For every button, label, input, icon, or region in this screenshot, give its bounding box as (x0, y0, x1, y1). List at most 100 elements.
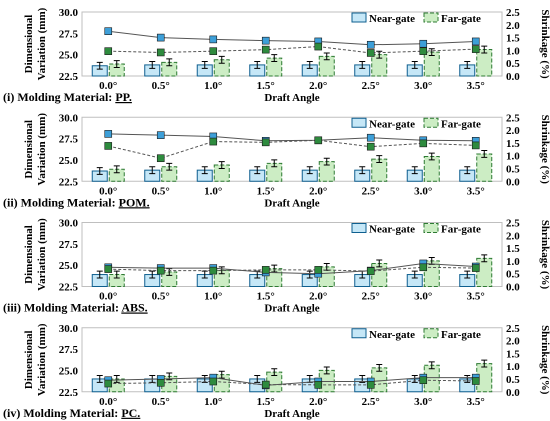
x-tick-label: 1.0° (204, 291, 222, 303)
x-tick-label: 2.0° (309, 80, 327, 92)
x-tick-label: 3.5° (467, 80, 485, 92)
error-bar (411, 166, 418, 175)
far-gate-shrinkage-point (366, 49, 375, 57)
caption-material: ABS. (121, 301, 147, 315)
y-tick-label: 30.0 (59, 112, 79, 124)
legend-swatch-far-gate (423, 223, 439, 233)
error-bar (428, 361, 435, 370)
x-tick-label: 2.5° (362, 80, 380, 92)
far-gate-shrinkage-point (261, 45, 270, 54)
near-gate-shrinkage-point (419, 39, 428, 48)
y2-axis-label: Shrinkage (%) (539, 220, 550, 290)
error-bar (96, 167, 103, 175)
error-bar (218, 370, 225, 379)
error-bar (166, 162, 173, 171)
y-axis-label-line: Dimensional (23, 330, 35, 389)
legend-swatch-far-gate (423, 12, 439, 23)
x-tick-label: 0.0° (99, 80, 117, 92)
legend-swatch-near-gate (351, 117, 367, 128)
y-tick-label: 27.5 (59, 344, 79, 356)
near-gate-shrinkage-point (366, 40, 375, 49)
far-gate-shrinkage-point (366, 142, 375, 151)
error-bar (201, 166, 208, 175)
far-gate-shrinkage-point (314, 381, 323, 389)
error-bar (359, 166, 366, 175)
error-bar (428, 152, 435, 161)
error-bar (271, 264, 278, 273)
error-bar (464, 166, 471, 175)
caption-prefix: (iv) Molding Material: (3, 406, 121, 420)
error-bar (201, 60, 208, 69)
y2-tick-label: 0.0 (506, 282, 520, 294)
error-bar (271, 368, 278, 377)
x-tick-label: 3.5° (467, 185, 485, 197)
y2-tick-label: 0.0 (506, 71, 520, 83)
far-gate-shrinkage-point (366, 267, 375, 275)
caption-material: PC. (121, 406, 140, 420)
x-tick-label: 3.0° (414, 291, 432, 303)
x-tick-label: 1.5° (257, 396, 275, 408)
x-tick-label: 1.0° (204, 185, 222, 197)
legend-swatch-near-gate (351, 12, 367, 23)
error-bar (218, 55, 225, 64)
y-tick-label: 25.0 (59, 260, 79, 272)
y2-tick-label: 1.5 (506, 33, 520, 45)
far-gate-shrinkage-line (108, 46, 476, 54)
x-tick-label: 3.0° (414, 396, 432, 408)
far-gate-shrinkage-point (261, 266, 270, 274)
error-bar (254, 166, 261, 175)
error-bar (166, 268, 173, 276)
plot-frame (81, 222, 503, 287)
plot-frame (81, 327, 503, 393)
y-axis-label: DimensionalVariation (mm) (23, 7, 48, 80)
y2-tick-label: 1.0 (506, 45, 520, 57)
y2-tick-label: 0.5 (506, 269, 520, 281)
error-bar (376, 363, 383, 372)
x-tick-label: 2.0° (309, 185, 327, 197)
error-bar (96, 270, 103, 279)
y2-tick-label: 2.0 (506, 230, 520, 242)
panel-caption: (i) Molding Material: PP. (3, 90, 132, 104)
error-bar (481, 150, 488, 158)
y2-tick-label: 2.5 (506, 323, 520, 335)
y-tick-label: 30.0 (59, 7, 79, 19)
y-tick-label: 22.5 (59, 282, 79, 294)
y-tick-label: 30.0 (59, 323, 79, 335)
legend: Near-gate Far-gate (351, 328, 481, 341)
error-bar (113, 375, 120, 383)
x-tick-label: 0.5° (152, 396, 170, 408)
error-bar (271, 159, 278, 168)
x-tick-label: 3.5° (467, 291, 485, 303)
far-gate-shrinkage-point (419, 263, 428, 272)
error-bar (218, 266, 225, 275)
far-gate-shrinkage-point (366, 381, 375, 389)
x-tick-label: 0.0° (99, 291, 117, 303)
y2-tick-label: 0.5 (506, 374, 520, 386)
far-gate-shrinkage-point (156, 154, 165, 163)
y-axis-label: DimensionalVariation (mm) (23, 113, 48, 186)
x-axis-label: Draft Angle (264, 303, 319, 315)
x-tick-label: 1.5° (257, 80, 275, 92)
error-bar (254, 60, 261, 69)
far-gate-shrinkage-point (419, 139, 428, 148)
panel-caption: (iv) Molding Material: PC. (3, 406, 140, 420)
far-gate-shrinkage-point (314, 266, 323, 274)
near-gate-shrinkage-point (261, 36, 270, 45)
far-gate-shrinkage-point (209, 377, 218, 386)
legend-swatch-near-gate (351, 328, 367, 339)
far-gate-shrinkage-point (261, 380, 270, 389)
y2-axis-label: Shrinkage (%) (539, 9, 550, 79)
y-axis-label-line: Variation (mm) (36, 7, 48, 80)
far-gate-shrinkage-point (104, 142, 113, 150)
chart-panel-2: 22.5 25.0 27.5 30.0 0.00.51.01.52.02.5 Dimens… (3, 112, 550, 209)
far-gate-shrinkage-point (156, 266, 165, 275)
error-bar (149, 270, 156, 279)
y2-axis-label: Shrinkage (%) (539, 115, 550, 185)
far-gate-bar (476, 49, 493, 77)
far-gate-shrinkage-point (471, 377, 480, 385)
error-bar (201, 270, 208, 279)
y-tick-label: 25.0 (59, 365, 79, 377)
error-bar (323, 366, 330, 375)
y2-tick-label: 0.0 (506, 387, 520, 399)
error-bar (254, 375, 261, 383)
